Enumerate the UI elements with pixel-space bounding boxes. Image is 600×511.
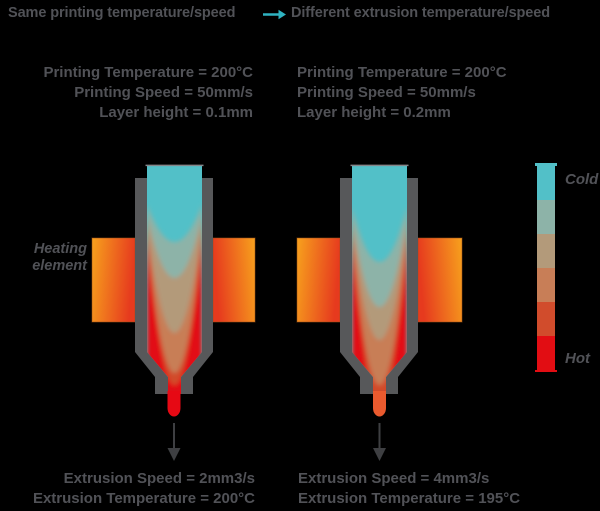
temperature-scale xyxy=(535,163,557,372)
scale-segment-4 xyxy=(537,267,555,302)
hot-label: Hot xyxy=(565,350,590,367)
heating-element-label: Heating element xyxy=(10,241,87,275)
results-left: Extrusion Speed = 2mm3/s Extrusion Tempe… xyxy=(0,469,255,509)
scale-segment-3 xyxy=(537,233,555,268)
cold-label: Cold xyxy=(565,171,599,188)
hotend-left xyxy=(91,164,256,461)
layer-height-right: Layer height = 0.2mm xyxy=(297,104,451,121)
scale-segment-1 xyxy=(537,165,555,200)
scale-cap-hot xyxy=(535,369,557,372)
extrusion-speed-right: Extrusion Speed = 4mm3/s xyxy=(298,470,490,487)
params-left: Printing Temperature = 200°C Printing Sp… xyxy=(0,63,253,123)
printing-speed-left: Printing Speed = 50mm/s xyxy=(74,84,253,101)
params-right: Printing Temperature = 200°C Printing Sp… xyxy=(297,63,507,123)
header-title-right: Different extrusion temperature/speed xyxy=(291,5,550,21)
header-title-left: Same printing temperature/speed xyxy=(8,5,236,21)
flow-arrow-left-icon xyxy=(167,423,181,461)
extrusion-temperature-right: Extrusion Temperature = 195°C xyxy=(298,490,521,507)
scale-segment-5 xyxy=(537,301,555,336)
hotend-right xyxy=(296,164,463,461)
flow-arrow-head xyxy=(373,448,386,461)
heater-block-left xyxy=(296,237,341,323)
heater-block-right xyxy=(212,237,256,323)
extrudate-left xyxy=(167,391,181,417)
printing-temperature-right: Printing Temperature = 200°C xyxy=(297,64,507,81)
heating-element-line2: element xyxy=(32,258,87,274)
arrow-head xyxy=(278,9,286,20)
scale-segment-2 xyxy=(537,199,555,234)
extrusion-temperature-left: Extrusion Temperature = 200°C xyxy=(32,490,255,507)
heating-element-line1: Heating xyxy=(33,241,87,257)
layer-height-left: Layer height = 0.1mm xyxy=(99,104,253,121)
scale-segment-6 xyxy=(537,335,555,370)
heater-block-left xyxy=(91,237,136,323)
flow-arrow-right-icon xyxy=(373,423,386,461)
comparison-arrow-icon xyxy=(263,9,286,20)
printing-speed-right: Printing Speed = 50mm/s xyxy=(297,84,476,101)
results-right: Extrusion Speed = 4mm3/s Extrusion Tempe… xyxy=(298,469,520,509)
extrusion-speed-left: Extrusion Speed = 2mm3/s xyxy=(63,470,255,487)
printing-temperature-left: Printing Temperature = 200°C xyxy=(43,64,253,81)
extrudate-right xyxy=(373,391,386,417)
scale-cap-cold xyxy=(535,163,557,166)
flow-arrow-head xyxy=(167,448,181,461)
heater-block-right xyxy=(417,237,463,323)
